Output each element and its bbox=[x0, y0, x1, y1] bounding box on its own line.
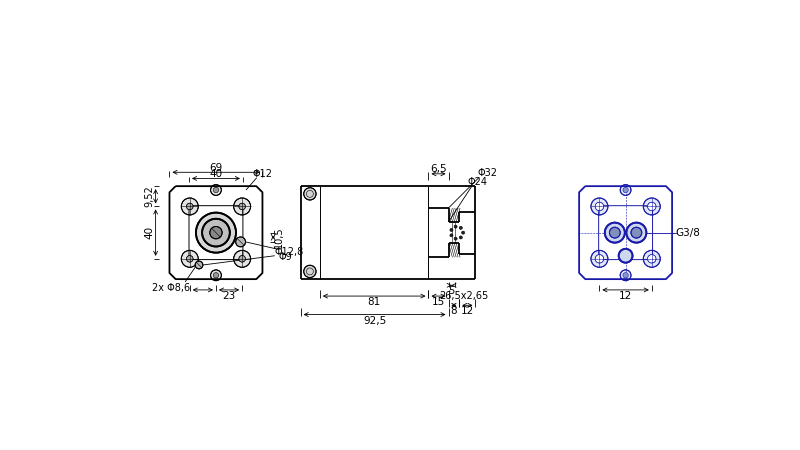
Circle shape bbox=[626, 223, 646, 243]
Text: 12: 12 bbox=[619, 291, 632, 301]
Circle shape bbox=[454, 237, 457, 240]
Text: 9,52: 9,52 bbox=[145, 185, 154, 207]
Circle shape bbox=[236, 237, 246, 247]
Text: 69: 69 bbox=[210, 162, 222, 173]
Circle shape bbox=[643, 250, 660, 267]
Circle shape bbox=[182, 250, 198, 267]
Text: 6,5: 6,5 bbox=[430, 164, 447, 174]
Text: 40: 40 bbox=[210, 169, 222, 179]
Circle shape bbox=[210, 184, 222, 195]
Circle shape bbox=[623, 187, 628, 193]
Circle shape bbox=[459, 226, 462, 230]
Circle shape bbox=[454, 225, 457, 228]
Text: 23: 23 bbox=[222, 291, 236, 301]
Circle shape bbox=[647, 255, 656, 263]
Text: Φ12: Φ12 bbox=[253, 169, 273, 179]
Text: 92,5: 92,5 bbox=[363, 316, 386, 326]
Text: Φ12,8: Φ12,8 bbox=[274, 247, 304, 257]
Circle shape bbox=[210, 226, 222, 239]
Circle shape bbox=[450, 234, 453, 237]
Text: Φ32: Φ32 bbox=[477, 167, 497, 178]
Circle shape bbox=[195, 261, 203, 269]
Text: Φ9: Φ9 bbox=[278, 252, 293, 262]
Circle shape bbox=[196, 212, 236, 252]
Circle shape bbox=[186, 203, 193, 210]
Circle shape bbox=[595, 202, 604, 211]
Circle shape bbox=[202, 219, 230, 247]
Circle shape bbox=[239, 256, 246, 262]
Text: 15: 15 bbox=[432, 297, 445, 307]
Text: Φ24: Φ24 bbox=[468, 177, 488, 187]
Text: 26,5x2,65: 26,5x2,65 bbox=[439, 291, 489, 301]
Circle shape bbox=[214, 187, 218, 193]
Circle shape bbox=[647, 202, 656, 211]
Text: 40: 40 bbox=[145, 226, 154, 239]
Circle shape bbox=[304, 265, 316, 278]
Circle shape bbox=[623, 273, 628, 278]
Text: 81: 81 bbox=[367, 297, 381, 307]
Circle shape bbox=[459, 236, 462, 239]
Circle shape bbox=[450, 229, 453, 231]
Text: 5: 5 bbox=[449, 287, 454, 297]
Circle shape bbox=[462, 231, 465, 234]
Circle shape bbox=[618, 249, 633, 263]
Text: 2x Φ8,6: 2x Φ8,6 bbox=[152, 283, 190, 293]
Circle shape bbox=[234, 198, 250, 215]
Circle shape bbox=[610, 227, 620, 238]
Circle shape bbox=[591, 250, 608, 267]
Text: 12: 12 bbox=[461, 306, 474, 316]
Circle shape bbox=[304, 188, 316, 200]
Circle shape bbox=[239, 203, 246, 210]
Text: G3/8: G3/8 bbox=[675, 228, 700, 238]
Circle shape bbox=[643, 198, 660, 215]
Text: 10,5: 10,5 bbox=[274, 226, 284, 248]
Circle shape bbox=[182, 198, 198, 215]
Circle shape bbox=[620, 184, 631, 195]
Circle shape bbox=[620, 270, 631, 281]
Circle shape bbox=[605, 223, 625, 243]
Circle shape bbox=[214, 273, 218, 278]
Circle shape bbox=[210, 270, 222, 281]
Text: 8: 8 bbox=[450, 306, 458, 316]
Circle shape bbox=[631, 227, 642, 238]
Circle shape bbox=[591, 198, 608, 215]
Circle shape bbox=[186, 256, 193, 262]
Circle shape bbox=[595, 255, 604, 263]
Circle shape bbox=[234, 250, 250, 267]
